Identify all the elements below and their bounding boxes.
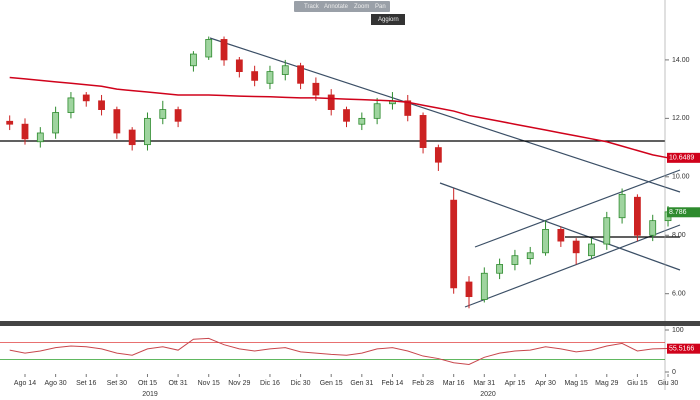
candle-body bbox=[434, 147, 442, 163]
y-tick-label: 10.00 bbox=[672, 174, 690, 181]
x-tick-label: Ott 31 bbox=[169, 380, 188, 387]
candle-body bbox=[297, 65, 304, 84]
y-tick-label: 100 bbox=[672, 327, 684, 334]
candle-body bbox=[6, 120, 14, 125]
candle-body bbox=[588, 243, 595, 257]
x-tick-label: Apr 15 bbox=[505, 380, 526, 387]
trendline bbox=[439, 182, 681, 271]
price-tag-label: 10.6489 bbox=[669, 155, 694, 162]
x-tick-label: Apr 30 bbox=[535, 380, 556, 387]
candle-body bbox=[266, 71, 274, 84]
trendline bbox=[209, 37, 681, 193]
candle-body bbox=[480, 272, 488, 300]
candle-body bbox=[36, 132, 44, 143]
x-tick-label: Nov 15 bbox=[198, 380, 220, 387]
trendline bbox=[464, 224, 681, 308]
candle-body bbox=[373, 103, 381, 119]
candle-body bbox=[327, 94, 335, 110]
candle-body bbox=[113, 109, 121, 134]
candle-body bbox=[618, 193, 626, 219]
candle-body bbox=[312, 82, 320, 96]
candle-body bbox=[67, 97, 75, 113]
year-label: 2020 bbox=[480, 391, 496, 398]
x-tick-label: Dic 16 bbox=[260, 380, 280, 387]
candle-body bbox=[190, 53, 197, 67]
candle-body bbox=[572, 240, 580, 254]
price-tag bbox=[667, 343, 700, 354]
x-tick-label: Nov 29 bbox=[228, 380, 250, 387]
y-tick-label: 0 bbox=[672, 369, 676, 376]
y-tick-label: 12.00 bbox=[672, 115, 690, 122]
refresh-button[interactable]: Aggiorn bbox=[378, 17, 399, 23]
candle-body bbox=[557, 229, 565, 242]
tool[interactable]: Track bbox=[304, 4, 320, 10]
price-tag bbox=[667, 152, 700, 163]
candle-body bbox=[21, 123, 29, 140]
x-tick-label: Dic 30 bbox=[291, 380, 311, 387]
year-label: 2019 bbox=[142, 391, 158, 398]
candle-body bbox=[542, 229, 549, 254]
candle-body bbox=[450, 199, 458, 289]
candle-body bbox=[649, 220, 657, 236]
tool[interactable]: Annotate bbox=[324, 4, 349, 10]
candle-body bbox=[603, 217, 611, 245]
x-tick-label: Gen 31 bbox=[350, 380, 373, 387]
candle-body bbox=[174, 109, 182, 122]
candle-body bbox=[159, 109, 167, 119]
candle-body bbox=[98, 100, 105, 110]
candle-body bbox=[144, 117, 151, 146]
x-tick-label: Ago 14 bbox=[14, 380, 36, 387]
x-tick-label: Feb 28 bbox=[412, 380, 434, 387]
toolbar: Track Annotate Zoom Pan Aggiorn bbox=[294, 1, 405, 25]
x-tick-label: Gen 15 bbox=[320, 380, 343, 387]
y-tick-label: 8.00 bbox=[672, 232, 686, 239]
candle-body bbox=[251, 71, 259, 81]
x-tick-label: Set 30 bbox=[107, 380, 127, 387]
tool[interactable]: Zoom bbox=[354, 4, 369, 10]
x-tick-label: Feb 14 bbox=[382, 380, 404, 387]
price-tag bbox=[667, 207, 700, 218]
refresh-bg[interactable] bbox=[371, 14, 405, 25]
candle-body bbox=[82, 94, 90, 102]
candle-body bbox=[404, 100, 412, 116]
tool[interactable]: Pan bbox=[375, 4, 386, 10]
x-tick-label: Set 16 bbox=[76, 380, 96, 387]
x-tick-label: Ago 30 bbox=[45, 380, 67, 387]
toolbar-bg bbox=[294, 1, 390, 12]
x-tick-label: Mar 31 bbox=[473, 380, 495, 387]
x-tick-label: Mag 29 bbox=[595, 380, 618, 387]
candle-body bbox=[205, 39, 213, 58]
x-tick-label: Mar 16 bbox=[443, 380, 465, 387]
x-tick-label: Mag 15 bbox=[564, 380, 587, 387]
candle-body bbox=[496, 264, 504, 274]
trendline bbox=[474, 169, 681, 248]
x-tick-label: Ott 15 bbox=[138, 380, 157, 387]
annotations bbox=[0, 37, 681, 308]
price-tag-label: 55.5166 bbox=[669, 346, 694, 353]
candle-body bbox=[343, 109, 350, 122]
y-tick-label: 6.00 bbox=[672, 291, 686, 298]
moving-average bbox=[9, 76, 669, 159]
panel-separator bbox=[0, 321, 700, 326]
candle-body bbox=[52, 112, 60, 134]
candle-body bbox=[465, 281, 473, 298]
y-tick-label: 14.00 bbox=[672, 57, 690, 64]
candle-body bbox=[281, 65, 289, 75]
candle-body bbox=[526, 252, 534, 260]
candle-body bbox=[358, 117, 366, 125]
indicator-line bbox=[9, 337, 669, 365]
price-tag-label: 8.786 bbox=[669, 209, 687, 216]
x-tick-label: Giu 30 bbox=[658, 380, 679, 387]
candle-body bbox=[511, 255, 519, 265]
x-tick-label: Giu 15 bbox=[627, 380, 648, 387]
candle-body bbox=[419, 115, 427, 148]
candle-body bbox=[634, 196, 641, 236]
candle-body bbox=[128, 129, 136, 146]
candle-body bbox=[220, 39, 228, 61]
candle-body bbox=[235, 59, 243, 72]
